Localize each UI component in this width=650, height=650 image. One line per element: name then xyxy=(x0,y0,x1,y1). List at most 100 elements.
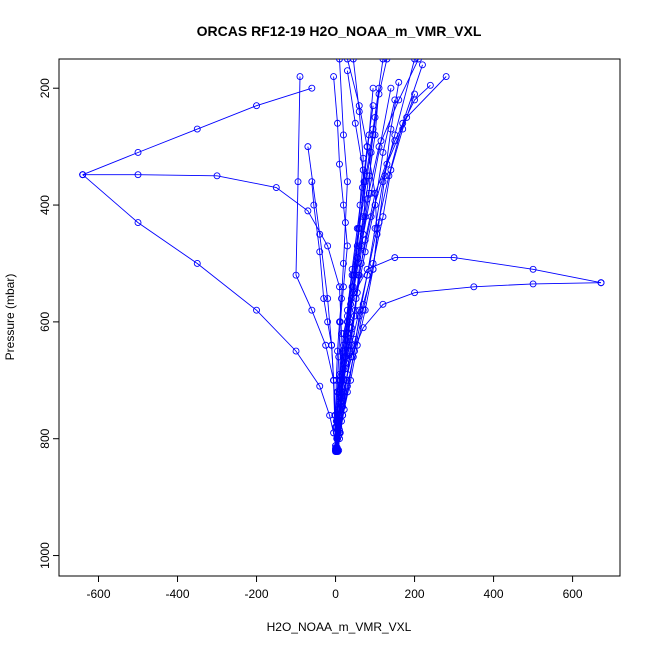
data-point xyxy=(597,279,605,287)
series-line xyxy=(336,70,366,451)
data-point xyxy=(365,189,373,197)
y-tick-label: 400 xyxy=(38,195,52,215)
data-point xyxy=(340,131,347,139)
data-point xyxy=(134,149,142,156)
data-point xyxy=(351,312,358,320)
data-point xyxy=(296,73,304,80)
series-group xyxy=(79,59,605,456)
series-line xyxy=(336,282,602,450)
y-axis: 200 400 600 800 1000 xyxy=(38,78,59,569)
data-point xyxy=(391,254,399,262)
x-tick-label: 200 xyxy=(405,587,425,601)
data-point xyxy=(419,61,426,69)
chart-title: ORCAS RF12-19 H2O_NOAA_m_VMR_VXL xyxy=(197,23,482,39)
data-point xyxy=(450,254,458,262)
data-point xyxy=(379,300,387,308)
data-point xyxy=(395,78,403,86)
data-point xyxy=(411,289,419,297)
data-point xyxy=(347,376,355,384)
data-point xyxy=(369,84,377,92)
data-point xyxy=(343,306,351,314)
data-point xyxy=(359,166,367,174)
y-tick-label: 200 xyxy=(38,78,52,98)
data-point xyxy=(316,248,324,256)
data-point xyxy=(334,119,341,127)
data-point xyxy=(332,429,340,437)
series-line xyxy=(335,93,416,452)
data-point xyxy=(348,265,356,273)
data-point xyxy=(336,283,343,291)
series-line xyxy=(337,82,400,452)
data-point xyxy=(353,224,361,232)
data-point xyxy=(363,265,371,273)
data-point xyxy=(334,406,342,413)
data-point xyxy=(529,280,537,288)
y-tick-label: 600 xyxy=(38,312,52,332)
data-point xyxy=(340,330,347,338)
data-point xyxy=(371,113,379,121)
data-point xyxy=(377,137,385,145)
data-point xyxy=(395,96,403,104)
data-point xyxy=(308,84,316,92)
data-point xyxy=(134,219,142,227)
data-point xyxy=(387,84,395,92)
data-point xyxy=(336,160,343,168)
series-line xyxy=(295,76,337,452)
data-point xyxy=(369,260,377,267)
y-tick-label: 800 xyxy=(38,428,52,448)
data-point xyxy=(359,230,367,238)
x-axis: -600 -400 -200 0 200 400 600 xyxy=(86,576,583,601)
data-point xyxy=(387,166,395,174)
data-point xyxy=(351,347,358,355)
data-point xyxy=(363,143,371,151)
data-point xyxy=(304,207,312,215)
data-point xyxy=(411,90,419,98)
data-point xyxy=(308,306,316,314)
data-point xyxy=(391,131,399,139)
data-point xyxy=(332,446,339,454)
data-point xyxy=(79,171,87,179)
data-point xyxy=(340,260,347,267)
data-point xyxy=(361,248,369,256)
data-point xyxy=(343,178,351,186)
series-line xyxy=(335,257,602,452)
data-point xyxy=(391,96,399,104)
x-tick-label: -600 xyxy=(86,587,110,601)
data-point xyxy=(351,119,359,127)
data-point xyxy=(343,67,351,75)
x-tick-label: 600 xyxy=(563,587,583,601)
data-point xyxy=(403,113,411,121)
data-point xyxy=(304,143,312,151)
data-point xyxy=(347,324,355,332)
data-point xyxy=(294,178,302,186)
data-point xyxy=(343,59,351,63)
data-point xyxy=(193,125,201,133)
x-tick-label: -400 xyxy=(166,587,190,601)
x-axis-label: H2O_NOAA_m_VMR_VXL xyxy=(267,620,412,634)
data-point xyxy=(399,125,407,133)
data-point xyxy=(442,73,450,80)
data-point xyxy=(359,324,367,332)
series-line xyxy=(335,105,374,451)
data-point xyxy=(359,306,367,314)
data-point xyxy=(367,189,375,197)
data-point xyxy=(253,102,260,110)
data-point xyxy=(253,306,260,314)
data-point xyxy=(367,149,375,156)
data-point xyxy=(346,347,354,355)
series-line xyxy=(82,174,342,450)
data-point xyxy=(379,213,387,221)
data-point xyxy=(381,172,389,180)
data-point xyxy=(340,201,347,209)
data-point xyxy=(193,260,201,267)
data-point xyxy=(355,102,363,110)
x-tick-label: 0 xyxy=(332,587,339,601)
data-point xyxy=(385,172,393,180)
data-point xyxy=(371,201,379,209)
data-point xyxy=(373,224,381,232)
data-point xyxy=(334,445,341,453)
x-tick-label: -200 xyxy=(245,587,269,601)
y-axis-label: Pressure (mbar) xyxy=(3,274,17,361)
data-point xyxy=(339,411,347,419)
